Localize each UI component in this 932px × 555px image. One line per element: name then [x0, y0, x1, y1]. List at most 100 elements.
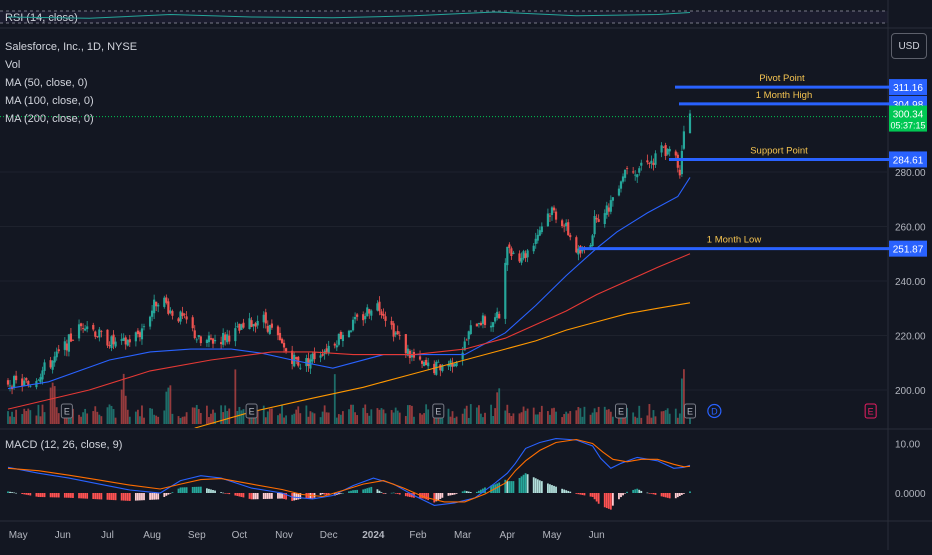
time-axis[interactable]: May Jun Jul Aug Sep Oct Nov Dec 2024 Feb Mar Apr May…: [9, 530, 605, 541]
candle-body: [108, 345, 111, 347]
candle-body: [477, 322, 481, 325]
macd-histogram-bar: [70, 493, 72, 498]
volume-bar: [526, 408, 529, 424]
volume-bar: [120, 389, 123, 424]
macd-label[interactable]: MACD (12, 26, close, 9): [5, 439, 122, 451]
candle-body: [662, 146, 665, 148]
dividend-marker[interactable]: [707, 403, 722, 419]
candle-body: [69, 333, 73, 342]
volume-bar: [110, 405, 113, 424]
volume-bar: [593, 408, 596, 424]
level-price-tag[interactable]: [889, 240, 927, 257]
macd-histogram-bar: [463, 490, 466, 493]
last-price-tag[interactable]: [889, 105, 927, 132]
candle-body: [546, 213, 550, 227]
volume-bar: [461, 413, 464, 424]
candle-body: [77, 324, 81, 339]
volume-bar: [240, 410, 243, 424]
volume-bar: [222, 412, 225, 424]
volume-bar: [498, 388, 501, 424]
main-legend: Salesforce, Inc., 1D, NYSE Vol MA (50, c…: [5, 41, 137, 451]
macd-histogram-bar: [39, 493, 42, 498]
volume-bar: [199, 412, 202, 424]
level-price-tag[interactable]: [889, 151, 927, 168]
candle-body: [157, 304, 160, 307]
macd-histogram-bar: [141, 493, 143, 501]
macd-histogram-bar: [366, 488, 369, 493]
macd-histogram-bar: [55, 493, 58, 498]
earnings-marker[interactable]: [614, 403, 627, 419]
volume-bar: [366, 413, 369, 424]
candle-body: [41, 370, 44, 380]
candle-body: [319, 355, 322, 358]
macd-histogram-bar: [427, 493, 430, 501]
macd-histogram-bar: [151, 493, 154, 500]
volume-bar: [603, 406, 606, 424]
volume-bar: [411, 405, 413, 424]
earnings-marker[interactable]: [684, 403, 696, 419]
volume-bar: [35, 415, 38, 424]
candle-body: [65, 343, 68, 351]
volume-bar: [167, 387, 170, 424]
macd-histogram-bar: [648, 493, 651, 494]
candle-body: [650, 160, 653, 164]
volume-bar: [297, 406, 300, 424]
macd-histogram-bar: [108, 493, 111, 500]
candle-body: [134, 332, 137, 342]
candle-body: [12, 376, 16, 388]
macd-histogram-bar: [666, 493, 669, 498]
volume-bar: [547, 411, 549, 424]
volume-bar: [293, 413, 296, 424]
symbol-title[interactable]: Salesforce, Inc., 1D, NYSE: [5, 41, 137, 53]
candle-body: [179, 311, 182, 322]
ma200-label[interactable]: MA (200, close, 0): [5, 113, 94, 125]
candle-body: [248, 318, 251, 330]
time-tick-label: Jun: [55, 530, 71, 541]
volume-bar: [492, 415, 495, 424]
candle-body: [563, 225, 566, 227]
volume-label[interactable]: Vol: [5, 59, 20, 71]
macd-histogram-bar: [319, 493, 322, 496]
volume-bar: [390, 410, 393, 424]
volume-bar: [589, 414, 592, 424]
volume-bar: [11, 411, 13, 424]
macd-histogram-bar: [321, 493, 324, 495]
level-price-tag[interactable]: [889, 79, 927, 96]
macd-histogram-bar: [581, 493, 584, 495]
candle-body: [465, 339, 468, 341]
candle-body: [53, 356, 56, 363]
volume-bar: [27, 408, 30, 424]
macd-histogram-bar: [226, 493, 229, 494]
macd-histogram-bar: [177, 488, 180, 493]
ma100-label[interactable]: MA (100, close, 0): [5, 95, 94, 107]
volume-bar: [163, 410, 166, 424]
earnings-marker[interactable]: [864, 403, 877, 419]
candle-body: [307, 358, 310, 366]
macd-histogram-bar: [660, 493, 663, 497]
earnings-marker[interactable]: [60, 403, 73, 419]
earnings-marker[interactable]: [245, 403, 258, 419]
candle-body: [648, 162, 651, 164]
volume-bar: [626, 407, 628, 424]
volume-bar: [480, 413, 482, 424]
candle-body: [561, 220, 564, 227]
rsi-line: [7, 11, 691, 19]
earnings-marker[interactable]: [432, 403, 445, 419]
candle-body: [128, 339, 131, 343]
candle-body: [489, 325, 493, 328]
currency-button[interactable]: USD: [891, 33, 927, 59]
volume-bar: [134, 411, 137, 424]
macd-histogram-bar: [224, 493, 227, 494]
candle-body: [82, 328, 85, 329]
candle-body: [621, 176, 625, 182]
macd-histogram-bar: [674, 493, 677, 499]
volume-bar: [398, 412, 401, 424]
macd-histogram-bar: [439, 493, 442, 499]
candle-body: [427, 362, 430, 367]
candle-body: [185, 316, 188, 320]
ma50-label[interactable]: MA (50, close, 0): [5, 77, 88, 89]
time-tick-label: Oct: [232, 530, 248, 541]
volume-bar: [419, 413, 421, 424]
